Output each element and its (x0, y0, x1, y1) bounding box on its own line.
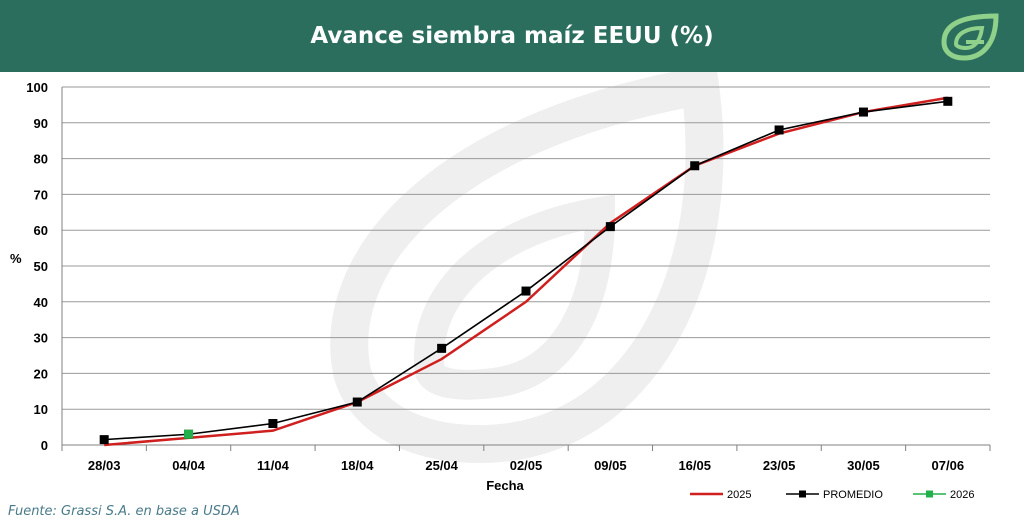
y-tick-label: 70 (34, 187, 48, 202)
chart-legend: 2025 PROMEDIO 2026 (690, 489, 974, 501)
watermark-leaf-outer (330, 72, 724, 463)
y-tick-label: 10 (34, 402, 48, 417)
chart-series (99, 96, 953, 447)
x-tick-label: 04/04 (172, 458, 205, 473)
grassi-leaf-logo-icon (941, 13, 999, 61)
x-tick-label: 09/05 (594, 458, 627, 473)
x-tick-label: 11/04 (257, 458, 290, 473)
x-tick-label: 02/05 (510, 458, 543, 473)
watermark-leaf-inner (413, 194, 616, 400)
y-tick-label: 20 (34, 366, 48, 381)
legend-swatch-marker (926, 490, 933, 498)
x-tick-label: 16/05 (678, 458, 711, 473)
y-tick-label: 0 (41, 438, 48, 453)
y-tick-label: 40 (34, 295, 48, 310)
y-axis-title: % (10, 251, 22, 266)
data-point-promedio (521, 286, 531, 296)
x-tick-label: 30/05 (847, 458, 880, 473)
source-note: Fuente: Grassi S.A. en base a USDA (8, 504, 240, 519)
legend-label: 2026 (950, 489, 974, 501)
data-point-promedio (268, 419, 278, 429)
x-axis-title: Fecha (486, 478, 524, 493)
data-point-promedio (858, 107, 868, 117)
data-point-promedio (352, 397, 362, 407)
y-tick-label: 60 (34, 223, 48, 238)
legend-label: PROMEDIO (823, 489, 883, 501)
data-point-promedio (774, 125, 784, 135)
legend-swatch-marker (799, 490, 806, 498)
x-tick-label: 18/04 (341, 458, 374, 473)
chart-axes: 0 10 20 30 40 50 60 70 80 90 100 28/03 04/04 11/04 18/… (26, 80, 991, 473)
data-point-promedio (690, 161, 700, 171)
header-bar (0, 0, 1024, 72)
data-point-promedio (437, 343, 447, 353)
y-tick-label: 30 (34, 331, 48, 346)
x-tick-label: 07/06 (932, 458, 965, 473)
data-point-2026 (184, 429, 194, 439)
x-tick-label: 23/05 (763, 458, 796, 473)
chart-title: Avance siembra maíz EEUU (%) (310, 23, 714, 49)
chart-area: 0 10 20 30 40 50 60 70 80 90 100 28/03 04/04 11/04 18/… (10, 72, 991, 501)
x-tick-label: 25/04 (425, 458, 458, 473)
series-line-2025 (104, 96, 949, 447)
y-tick-label: 80 (34, 152, 48, 167)
y-tick-label: 50 (34, 259, 48, 274)
y-tick-label: 90 (34, 116, 48, 131)
legend-label: 2025 (727, 489, 751, 501)
data-point-promedio (943, 96, 953, 106)
x-tick-label: 28/03 (88, 458, 121, 473)
data-point-promedio (605, 222, 615, 232)
y-tick-label: 100 (26, 80, 48, 95)
data-point-promedio (99, 435, 109, 445)
watermark-logo (330, 72, 724, 463)
